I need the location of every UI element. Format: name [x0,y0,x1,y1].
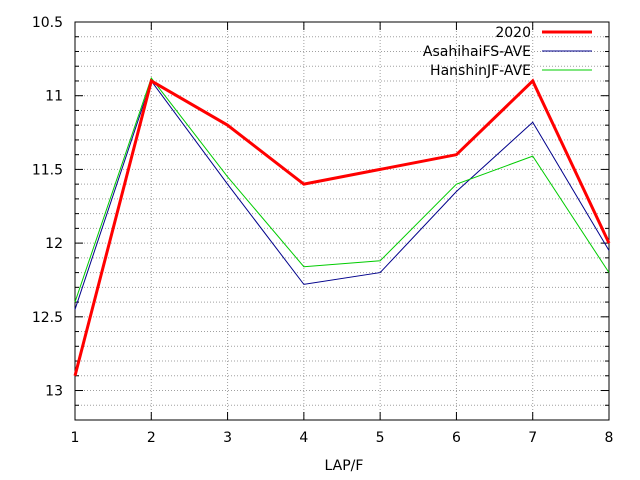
grid-lines [75,21,609,421]
legend-label: AsahihaiFS-AVE [423,44,531,60]
y-tick-label: 12 [45,236,63,252]
y-tick-label: 11 [45,89,63,105]
x-tick-label: 6 [452,430,461,446]
legend-label: HanshinJF-AVE [430,63,531,79]
plot-frame [74,21,610,421]
x-tick-label: 8 [605,430,614,446]
x-tick-label: 7 [528,430,537,446]
x-tick-label: 5 [376,430,385,446]
legend-label: 2020 [495,25,531,41]
y-tick-label: 13 [45,384,63,400]
series-line-hanshinjf-ave [74,76,610,303]
series-line-2020 [73,78,611,377]
x-tick-label: 4 [299,430,308,446]
x-axis-title: LAP/F [325,458,364,474]
series-lines [73,76,611,377]
y-tick-label: 10.5 [32,15,63,31]
x-tick-label: 2 [147,430,156,446]
legend: 2020 AsahihaiFS-AVE HanshinJF-AVE [423,25,592,79]
y-tick-label: 12.5 [32,310,63,326]
x-tick-label: 1 [71,430,80,446]
series-line-asahihaifs-ave [74,79,610,310]
x-tick-label: 3 [223,430,232,446]
y-tick-label: 11.5 [32,162,63,178]
